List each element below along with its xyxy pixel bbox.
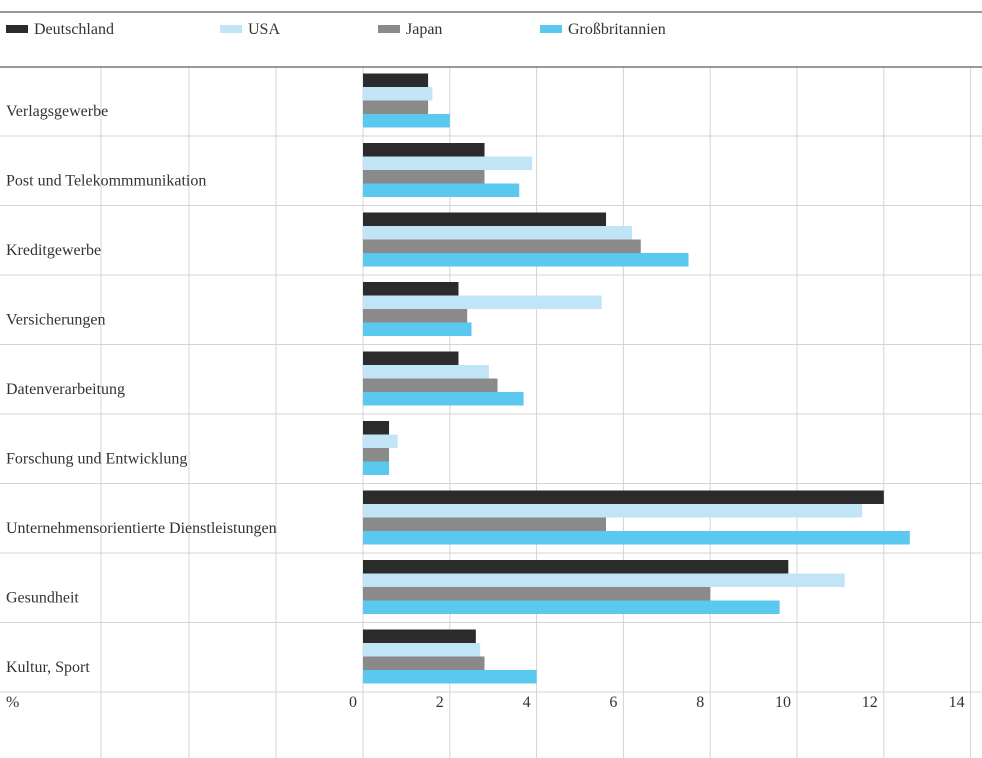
category-label: Verlagsgewerbe — [6, 103, 108, 120]
legend-swatch — [220, 25, 242, 33]
legend-label: Japan — [406, 21, 442, 38]
grid-layer — [0, 11, 982, 758]
bar-deutschland — [363, 282, 459, 296]
bar-großbritannien — [363, 322, 472, 336]
category-label: Kreditgewerbe — [6, 242, 101, 259]
legend-swatch — [378, 25, 400, 33]
bar-japan — [363, 239, 641, 253]
legend: Deutschland USA Japan Großbritannien — [6, 21, 666, 38]
x-tick-label: 14 — [949, 694, 965, 711]
bar-usa — [363, 365, 489, 379]
bar-deutschland — [363, 560, 789, 574]
legend-item: Deutschland — [6, 21, 114, 38]
bar-japan — [363, 656, 485, 670]
category-label: Versicherungen — [6, 312, 106, 329]
category-label: Datenverarbeitung — [6, 381, 125, 398]
legend-label: USA — [248, 21, 280, 38]
category-label: Unternehmensorientierte Dienstleistungen — [6, 520, 277, 537]
bar-deutschland — [363, 143, 485, 157]
legend-item: Großbritannien — [540, 21, 666, 38]
bar-deutschland — [363, 490, 884, 504]
x-tick-label: 12 — [862, 694, 878, 711]
bar-japan — [363, 100, 429, 114]
legend-label: Deutschland — [34, 21, 114, 38]
bar-großbritannien — [363, 531, 910, 545]
bar-usa — [363, 643, 481, 657]
bar-usa — [363, 434, 398, 448]
bar-großbritannien — [363, 114, 450, 128]
bar-japan — [363, 587, 711, 601]
bar-großbritannien — [363, 253, 689, 267]
bar-japan — [363, 170, 485, 184]
category-label: Gesundheit — [6, 590, 79, 607]
bar-usa — [363, 504, 863, 518]
x-tick-label: 2 — [436, 694, 444, 711]
category-label: Forschung und Entwicklung — [6, 451, 187, 468]
bar-großbritannien — [363, 183, 520, 197]
x-tick-label: 8 — [696, 694, 704, 711]
axis-unit-label: % — [6, 694, 19, 711]
category-label: Post und Telekommmunikation — [6, 173, 206, 190]
bar-usa — [363, 573, 845, 587]
category-labels: Verlagsgewerbe Post und Telekommmunikatio… — [6, 103, 277, 676]
bar-großbritannien — [363, 670, 537, 684]
bar-großbritannien — [363, 461, 390, 475]
bar-deutschland — [363, 351, 459, 365]
bar-großbritannien — [363, 392, 524, 406]
bar-usa — [363, 226, 633, 240]
legend-item: USA — [220, 21, 280, 38]
x-tick-label: 6 — [609, 694, 617, 711]
x-tick-label: 10 — [775, 694, 791, 711]
bar-usa — [363, 156, 533, 170]
x-tick-label: 0 — [349, 694, 357, 711]
bar-usa — [363, 87, 433, 101]
legend-item: Japan — [378, 21, 442, 38]
bar-großbritannien — [363, 600, 780, 614]
bar-usa — [363, 295, 602, 309]
legend-swatch — [6, 25, 28, 33]
bar-japan — [363, 517, 607, 531]
bars-layer — [363, 73, 910, 684]
bar-deutschland — [363, 421, 390, 435]
bar-japan — [363, 378, 498, 392]
bar-deutschland — [363, 73, 429, 87]
legend-swatch — [540, 25, 562, 33]
bar-japan — [363, 309, 468, 323]
x-tick-label: 4 — [523, 694, 531, 711]
bar-deutschland — [363, 212, 607, 226]
bar-deutschland — [363, 629, 476, 643]
x-axis-ticks: % 0 2 4 6 8 10 12 14 — [6, 694, 965, 711]
category-label: Kultur, Sport — [6, 659, 90, 676]
bar-japan — [363, 448, 390, 462]
legend-label: Großbritannien — [568, 21, 666, 38]
